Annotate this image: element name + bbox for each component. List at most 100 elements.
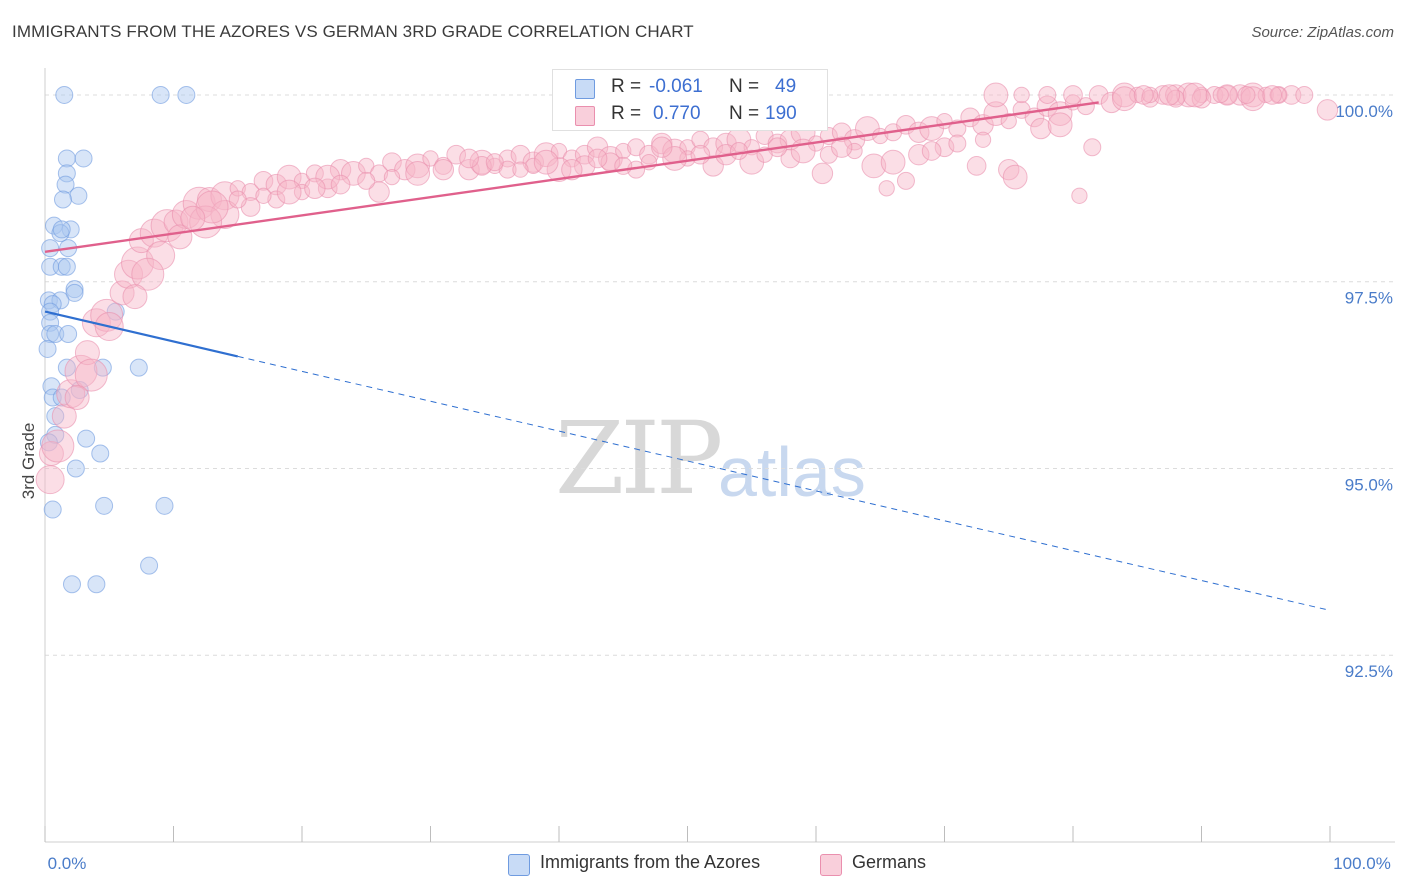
germans-point-99 [1240, 82, 1266, 108]
azores-trend-extension [237, 355, 1331, 611]
germans-point-108 [811, 162, 834, 185]
azores-point-0 [55, 85, 74, 104]
x-tick-label-1: 100.0% [1333, 854, 1391, 873]
germans-point-131 [267, 190, 286, 209]
azores-point-47 [62, 575, 81, 594]
germans-point-146 [819, 145, 838, 164]
germans-point-182 [1262, 85, 1283, 105]
germans-point-89 [1112, 82, 1137, 108]
germans-point-105 [1013, 86, 1030, 104]
azores-point-29 [57, 358, 76, 377]
germans-point-10 [114, 259, 144, 289]
stats-legend: R = -0.061 N = 49 R = 0.770 N = 190 [552, 69, 828, 131]
germans-point-130 [293, 183, 311, 201]
azores-point-12 [52, 220, 71, 239]
n-label: N = [729, 76, 760, 97]
germans-point-27 [317, 178, 338, 199]
germans-point-110 [878, 180, 895, 197]
azores-point-8 [53, 190, 72, 209]
azores-legend-label: Immigrants from the Azores [540, 852, 761, 872]
germans-point-153 [561, 158, 583, 181]
azores-point-44 [155, 496, 174, 515]
germans-point-124 [546, 157, 572, 183]
germans-point-140 [74, 358, 108, 392]
germans-point-156 [485, 153, 504, 172]
germans-point-76 [948, 119, 967, 138]
germans-point-188 [831, 136, 853, 158]
azores-legend-swatch [508, 854, 530, 876]
germans-point-165 [255, 187, 272, 204]
germans-point-181 [1237, 85, 1256, 104]
r-label: R = [611, 76, 642, 97]
germans-point-2 [41, 429, 75, 463]
germans-point-185 [974, 131, 992, 148]
x-tick-label-0: 0.0% [48, 854, 87, 873]
azores-point-16 [52, 257, 71, 276]
germans-point-30 [358, 157, 375, 175]
germans-point-172 [1191, 88, 1212, 109]
germans-point-37 [446, 144, 467, 165]
germans-point-38 [458, 158, 480, 181]
y-axis-label: 3rd Grade [19, 423, 38, 500]
germans-point-107 [1063, 85, 1083, 105]
germans-point-164 [276, 179, 302, 205]
germans-point-136 [146, 241, 176, 271]
germans-point-175 [1270, 86, 1287, 104]
y-tick-label-1: 97.5% [1345, 289, 1393, 308]
azores-point-41 [66, 459, 85, 478]
r-value: 0.770 [653, 103, 701, 124]
germans-point-144 [880, 149, 906, 175]
azores-point-28 [59, 325, 78, 343]
germans-point-177 [1133, 85, 1154, 105]
watermark-zip: ZIP [555, 400, 723, 517]
germans-point-166 [228, 190, 247, 209]
germans-point-93 [1165, 84, 1187, 106]
azores-point-1 [151, 85, 170, 104]
germans-point-169 [1112, 86, 1137, 112]
azores-point-46 [87, 575, 106, 594]
germans-point-97 [1217, 85, 1238, 105]
germans-point-22 [253, 171, 274, 191]
germans-point-183 [1030, 117, 1052, 140]
germans-point-170 [1141, 86, 1159, 104]
germans-point-36 [434, 156, 453, 175]
germans-point-47 [574, 144, 595, 165]
azores-point-2 [177, 85, 196, 104]
germans-point-95 [1193, 86, 1210, 104]
germans-point-91 [1141, 89, 1160, 108]
germans-point-32 [382, 152, 402, 173]
azores-swatch [575, 79, 595, 99]
germans-point-67 [831, 122, 852, 143]
n-value: 49 [775, 76, 797, 97]
germans-point-155 [512, 161, 529, 178]
germans-point-152 [587, 148, 608, 169]
azores-point-13 [41, 239, 60, 258]
germans-point-191 [729, 141, 748, 160]
germans-point-137 [131, 257, 165, 291]
azores-point-27 [46, 325, 65, 343]
germans-point-94 [1176, 82, 1202, 108]
germans-point-6 [74, 340, 100, 366]
germans-point-11 [121, 246, 155, 280]
germans-point-180 [1212, 86, 1229, 104]
azores-point-17 [57, 257, 76, 276]
azores-point-18 [65, 280, 84, 299]
germans-point-103 [1316, 99, 1339, 121]
germans-point-128 [368, 181, 390, 203]
germans-point-179 [1182, 82, 1208, 108]
germans-point-176 [1295, 85, 1314, 104]
germans-point-173 [1216, 84, 1238, 106]
y-tick-label-0: 100.0% [1335, 102, 1393, 121]
r-label: R = [611, 103, 642, 124]
azores-point-4 [74, 149, 93, 168]
germans-point-50 [615, 142, 632, 160]
source-label: Source: ZipAtlas.com [1251, 24, 1394, 41]
germans-point-116 [1083, 138, 1102, 157]
germans-point-145 [846, 142, 863, 160]
azores-point-42 [43, 500, 62, 519]
germans-point-159 [405, 160, 431, 186]
germans-point-161 [357, 171, 376, 190]
n-label: N = [729, 103, 760, 124]
germans-swatch [575, 106, 595, 126]
